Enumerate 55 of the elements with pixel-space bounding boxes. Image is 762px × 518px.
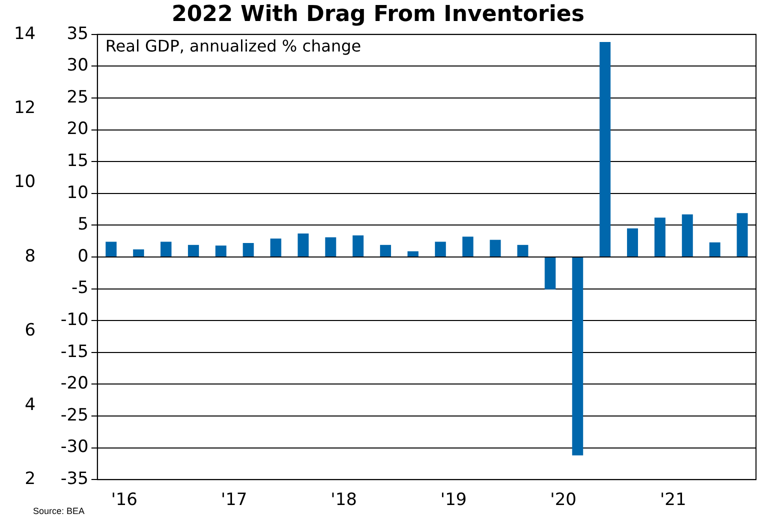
y2-tick-label: 4 <box>24 394 36 415</box>
bar <box>434 242 446 256</box>
bar <box>298 233 309 256</box>
y2-tick-label: 6 <box>24 320 36 341</box>
y-tick-label: -5 <box>71 278 88 298</box>
x-tick-label: '16 <box>111 490 138 510</box>
bar <box>188 244 199 256</box>
chart-title: 2022 With Drag From Inventories <box>172 2 584 27</box>
x-tick-label: '19 <box>440 490 467 510</box>
annotation: Real GDP, annualized % change <box>105 36 362 56</box>
bar <box>682 214 693 256</box>
y2-tick-label: 10 <box>14 172 36 192</box>
y-tick-label: -35 <box>60 469 88 490</box>
x-tick-label: '21 <box>660 490 686 510</box>
y-tick-label: 25 <box>66 87 88 108</box>
bar <box>133 249 144 256</box>
bar <box>462 236 474 256</box>
bar <box>325 237 336 256</box>
y-tick-label: 30 <box>66 56 88 76</box>
bar <box>572 258 584 456</box>
bar <box>160 242 172 256</box>
bar <box>407 251 418 256</box>
x-tick-label: '17 <box>220 490 248 510</box>
y2-tick-label: 14 <box>14 24 36 44</box>
bar <box>517 244 528 256</box>
y-tick-label: 5 <box>78 214 88 235</box>
x-tick-label: '18 <box>330 490 357 510</box>
y-tick-label: 20 <box>66 119 88 140</box>
bar <box>106 242 117 256</box>
bar <box>270 238 282 256</box>
bar <box>654 218 666 256</box>
bar <box>242 243 254 256</box>
bar <box>600 42 611 256</box>
y-tick-label: -25 <box>60 405 88 426</box>
y-tick-label: 10 <box>66 182 88 203</box>
bar <box>736 213 748 256</box>
y-tick-label: -20 <box>60 374 88 394</box>
y-tick-label: -15 <box>60 342 88 362</box>
bar <box>380 244 392 256</box>
y-tick-label: 0 <box>78 246 88 266</box>
y2-tick-label: 2 <box>24 469 36 490</box>
bar <box>544 258 556 290</box>
bar <box>709 242 720 256</box>
y2-tick-label: 12 <box>14 98 36 118</box>
x-tick-label: '20 <box>550 490 576 510</box>
y-tick-label: -30 <box>60 437 88 458</box>
y2-tick-label: 8 <box>24 246 36 266</box>
bar <box>352 235 364 256</box>
bar <box>490 240 501 256</box>
bar <box>627 228 638 256</box>
y-tick-label: -10 <box>60 310 88 330</box>
y-tick-label: 35 <box>66 24 88 44</box>
bar <box>215 246 226 256</box>
y-tick-label: 15 <box>66 151 88 172</box>
source-note: Source: BEA <box>33 506 85 516</box>
